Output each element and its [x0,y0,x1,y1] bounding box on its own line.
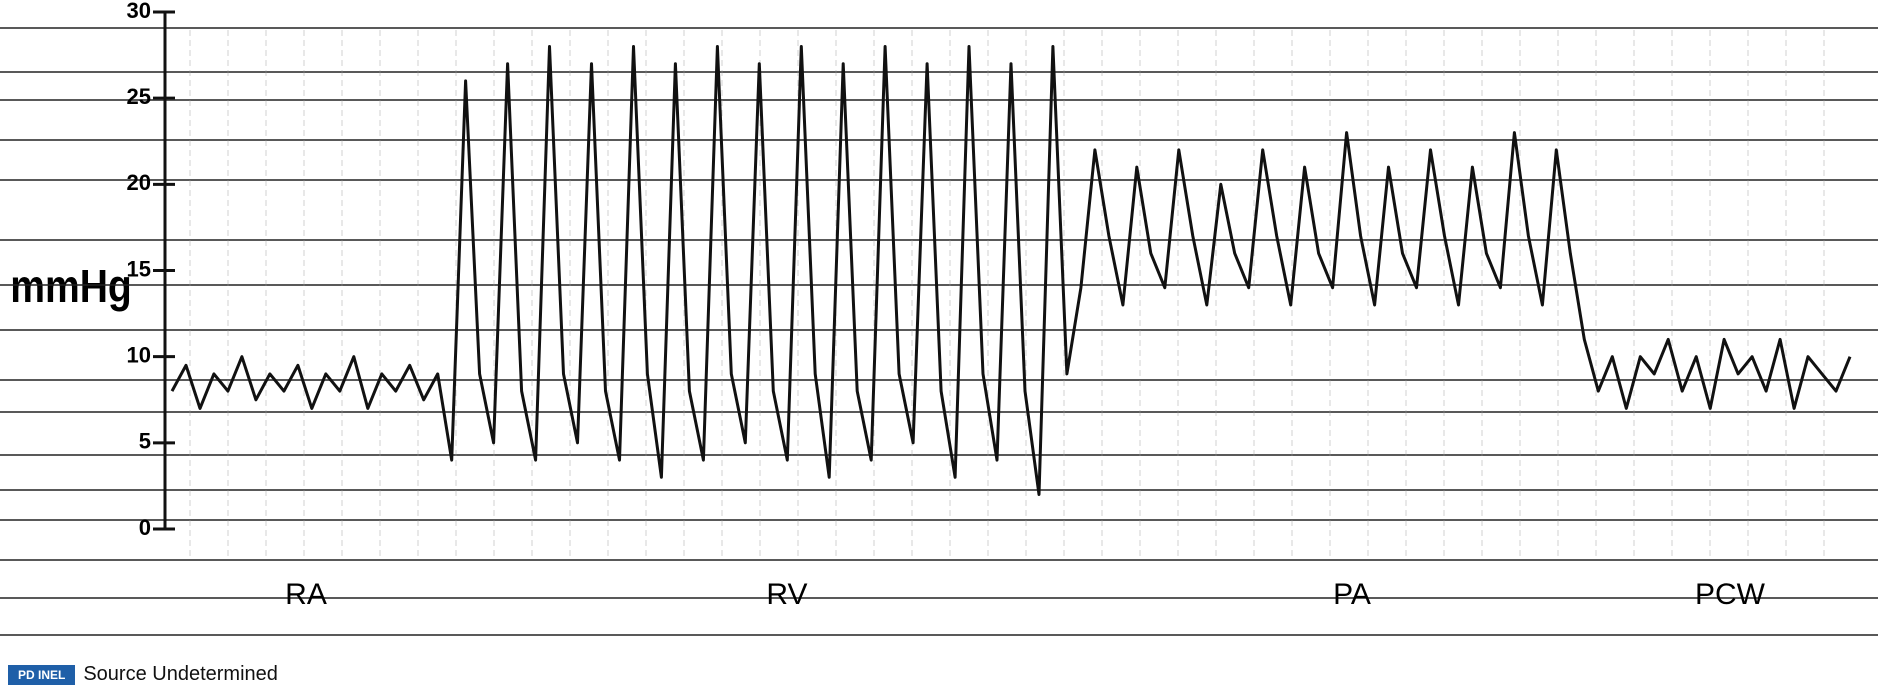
chart: mmHg 0 5 10 15 20 25 30 RA RV PA PCW [0,0,1878,660]
y-tick-label: 5 [139,429,151,454]
footer: PD INEL Source Undetermined [8,664,278,685]
y-tick-label: 20 [127,170,151,195]
y-axis-label: mmHg [10,261,132,313]
y-tick-label: 0 [139,515,151,540]
source-text: Source Undetermined [83,663,278,686]
y-tick-label: 10 [127,342,151,367]
section-label: PCW [1695,578,1766,611]
pressure-trace [172,47,1850,495]
section-label: RA [285,578,327,611]
y-tick-label: 25 [127,84,151,109]
page: mmHg 0 5 10 15 20 25 30 RA RV PA PCW PD INEL Sourc… [0,0,1878,685]
section-label: PA [1333,578,1371,611]
section-label: RV [766,578,807,611]
y-tick-label: 30 [127,0,151,23]
badge: PD INEL [8,665,75,685]
y-tick-label: 15 [127,256,151,281]
